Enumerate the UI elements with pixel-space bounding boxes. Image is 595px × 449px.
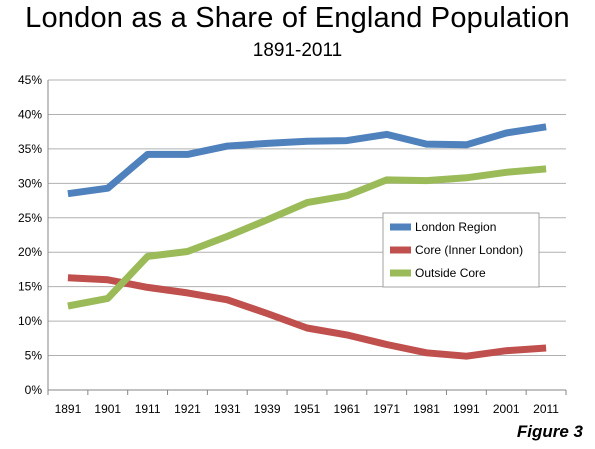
y-tick-label: 5% bbox=[25, 349, 43, 363]
y-tick-label: 10% bbox=[18, 314, 42, 328]
x-tick-label: 1939 bbox=[254, 402, 281, 416]
x-tick-label: 1931 bbox=[214, 402, 241, 416]
chart-subtitle: 1891-2011 bbox=[252, 40, 343, 61]
x-tick-label: 1891 bbox=[55, 402, 82, 416]
legend-label: Core (Inner London) bbox=[415, 243, 523, 257]
y-tick-label: 15% bbox=[18, 280, 42, 294]
x-tick-label: 2011 bbox=[533, 402, 559, 416]
legend: London Region Core (Inner London) Outside … bbox=[382, 212, 540, 288]
x-tick-label: 1951 bbox=[294, 402, 321, 416]
x-tick-label: 1961 bbox=[333, 402, 360, 416]
x-tick-label: 1981 bbox=[413, 402, 440, 416]
x-tick-label: 1971 bbox=[373, 402, 400, 416]
x-tick-label: 2001 bbox=[493, 402, 520, 416]
series-line bbox=[67, 165, 547, 310]
x-tick-label: 1901 bbox=[94, 402, 121, 416]
y-axis-ticks: 0% 5% 10% 15% 20% 25% 30% 35% 40% 45% bbox=[18, 73, 42, 397]
legend-label: London Region bbox=[415, 220, 496, 234]
gridlines bbox=[47, 79, 566, 391]
x-tick-label: 1911 bbox=[135, 402, 161, 416]
legend-label: Outside Core bbox=[415, 266, 486, 280]
x-axis-ticks: 1891 1901 1911 1921 1931 1939 1951 1961 1971 1981… bbox=[47, 390, 567, 416]
x-tick-label: 1991 bbox=[453, 402, 480, 416]
x-tick-label: 1921 bbox=[174, 402, 201, 416]
chart-title: London as a Share of England Population bbox=[25, 2, 570, 34]
y-tick-label: 45% bbox=[18, 73, 42, 87]
y-tick-label: 35% bbox=[18, 142, 42, 156]
series-lines bbox=[67, 123, 547, 360]
series-line bbox=[67, 123, 547, 198]
series-line bbox=[67, 274, 547, 360]
y-tick-label: 0% bbox=[25, 383, 43, 397]
y-tick-label: 20% bbox=[18, 245, 42, 259]
y-tick-label: 40% bbox=[18, 107, 42, 121]
y-tick-label: 25% bbox=[18, 211, 42, 225]
figure-label: Figure 3 bbox=[516, 422, 583, 441]
y-tick-label: 30% bbox=[18, 176, 42, 190]
